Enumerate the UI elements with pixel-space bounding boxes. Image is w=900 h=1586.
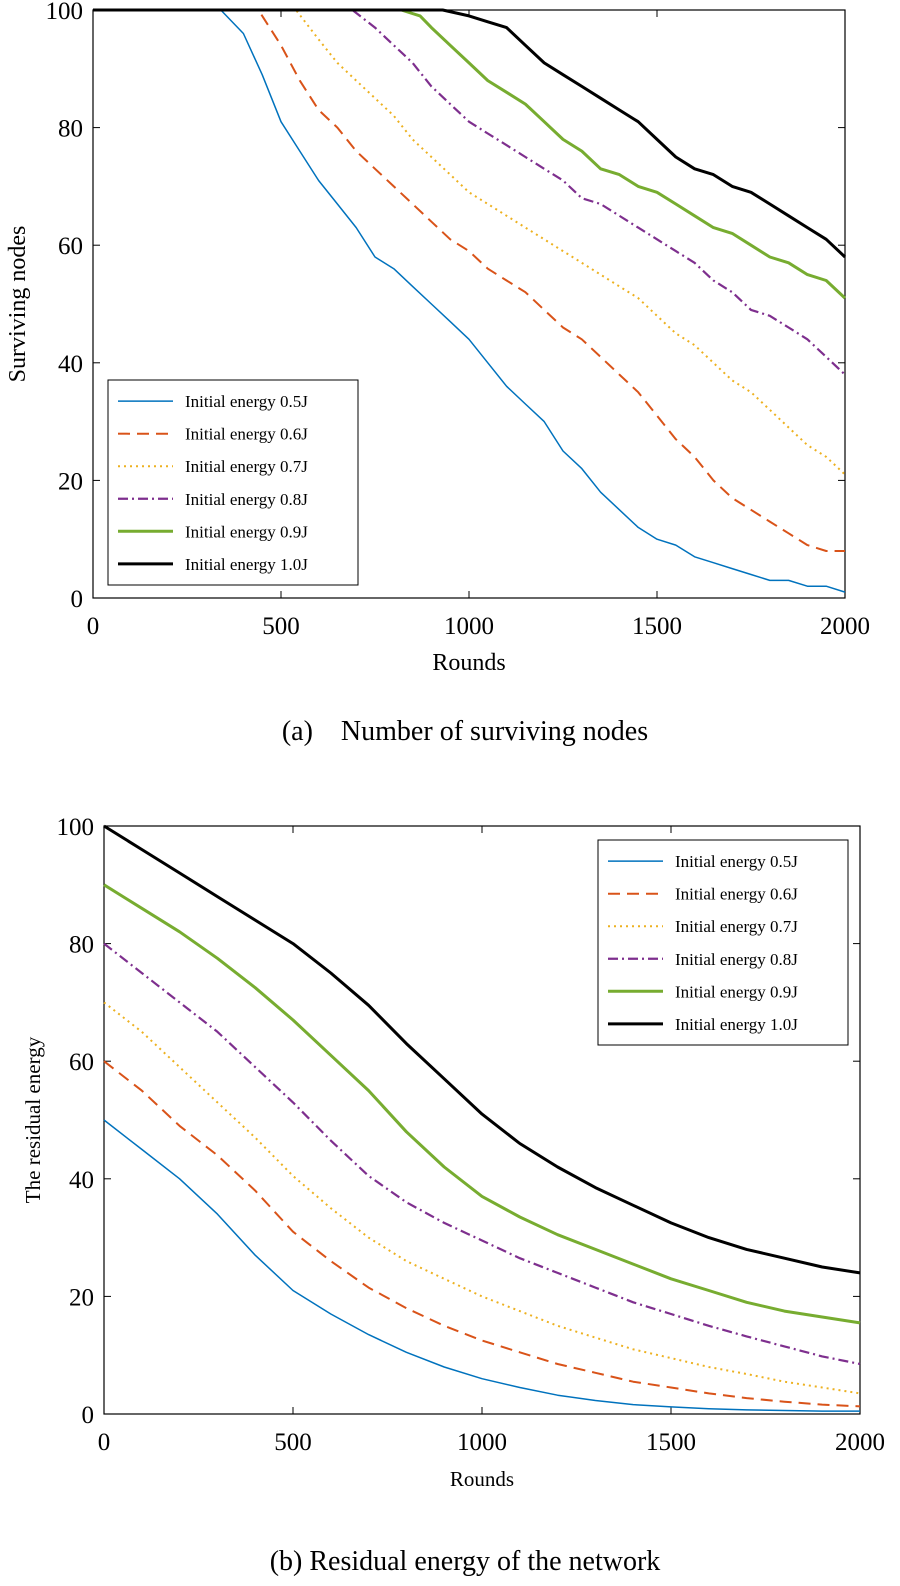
series-line-6 bbox=[93, 8, 847, 259]
x-tick-label: 0 bbox=[98, 1429, 111, 1456]
x-tick-label: 1500 bbox=[646, 1429, 696, 1456]
y-tick-label: 0 bbox=[82, 1402, 95, 1429]
legend-box bbox=[107, 379, 359, 586]
series-line-1 bbox=[93, 9, 846, 593]
x-tick-label: 500 bbox=[262, 613, 300, 640]
y-tick-label: 0 bbox=[71, 586, 84, 613]
chart-residual-energy: 0 500 1000 1500 2000 0 20 40 60 80 100 Rounds The re… bbox=[21, 814, 885, 1491]
legend-label-3: Initial energy 0.7J bbox=[675, 917, 798, 936]
y-tick-label: 40 bbox=[69, 1167, 94, 1194]
legend-label-2: Initial energy 0.6J bbox=[675, 885, 798, 904]
y-tick-label: 40 bbox=[58, 351, 83, 378]
legend-box bbox=[597, 839, 849, 1046]
y-tick-label: 60 bbox=[58, 233, 83, 260]
series-line-5 bbox=[93, 8, 847, 300]
legend-label-2: Initial energy 0.6J bbox=[185, 425, 308, 444]
legend: Initial energy 0.5J Initial energy 0.6J In… bbox=[107, 379, 359, 586]
chart-surviving-nodes: 0 500 1000 1500 2000 0 20 40 60 80 100 Rounds Surviv… bbox=[5, 0, 870, 676]
y-axis-label: The residual energy bbox=[21, 1036, 45, 1203]
series-line-6 bbox=[103, 824, 861, 1275]
y-axis-label: Surviving nodes bbox=[5, 226, 31, 383]
x-tick-label: 2000 bbox=[835, 1429, 885, 1456]
x-axis-label: Rounds bbox=[450, 1467, 514, 1491]
caption-b: (b) Residual energy of the network bbox=[270, 1546, 661, 1577]
x-tick-label: 2000 bbox=[820, 613, 870, 640]
series-line-2 bbox=[103, 1060, 861, 1408]
legend-label-3: Initial energy 0.7J bbox=[185, 457, 308, 476]
x-tick-label: 0 bbox=[87, 613, 100, 640]
series-line-5 bbox=[103, 883, 861, 1325]
x-axis-label: Rounds bbox=[432, 650, 505, 676]
legend-label-4: Initial energy 0.8J bbox=[185, 490, 308, 509]
legend-label-6: Initial energy 1.0J bbox=[675, 1015, 798, 1034]
legend-label-1: Initial energy 0.5J bbox=[185, 392, 308, 411]
caption-a: (a) Number of surviving nodes bbox=[282, 716, 648, 747]
series-line-4 bbox=[103, 942, 861, 1366]
series-line-3 bbox=[93, 9, 846, 476]
series-line-1 bbox=[103, 1119, 860, 1412]
series-line-2 bbox=[93, 9, 845, 552]
y-tick-label: 80 bbox=[69, 932, 94, 959]
x-tick-label: 1000 bbox=[457, 1429, 507, 1456]
legend-label-1: Initial energy 0.5J bbox=[675, 852, 798, 871]
y-tick-label: 100 bbox=[57, 814, 95, 841]
legend: Initial energy 0.5J Initial energy 0.6J In… bbox=[597, 839, 849, 1046]
series-line-4 bbox=[93, 8, 846, 376]
y-tick-label: 60 bbox=[69, 1049, 94, 1076]
x-tick-label: 1500 bbox=[632, 613, 682, 640]
y-tick-label: 100 bbox=[46, 0, 84, 25]
x-tick-label: 1000 bbox=[444, 613, 494, 640]
legend-label-6: Initial energy 1.0J bbox=[185, 555, 308, 574]
legend-label-4: Initial energy 0.8J bbox=[675, 950, 798, 969]
legend-label-5: Initial energy 0.9J bbox=[675, 982, 798, 1001]
legend-label-5: Initial energy 0.9J bbox=[185, 522, 308, 541]
y-tick-label: 20 bbox=[69, 1284, 94, 1311]
x-tick-label: 500 bbox=[274, 1429, 312, 1456]
y-tick-label: 20 bbox=[58, 468, 83, 495]
series-line-3 bbox=[103, 1001, 861, 1395]
y-tick-label: 80 bbox=[58, 116, 83, 143]
